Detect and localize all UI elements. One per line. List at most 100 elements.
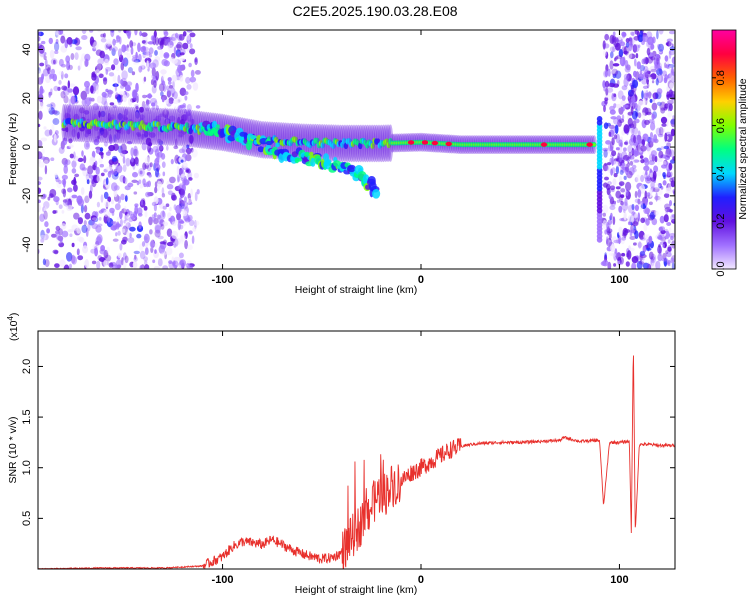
noise-speck: [90, 215, 97, 221]
noise-speck: [54, 263, 60, 268]
noise-speck: [85, 175, 90, 180]
noise-speck: [138, 65, 143, 73]
noise-speck: [78, 237, 85, 243]
noise-speck: [63, 164, 68, 174]
noise-speck: [612, 73, 617, 79]
noise-speck: [620, 188, 626, 193]
noise-speck: [190, 69, 195, 78]
noise-speck: [633, 242, 637, 246]
noise-speck: [103, 141, 109, 147]
noise-speck: [116, 216, 120, 221]
noise-speck: [50, 157, 55, 161]
noise-speck: [77, 157, 84, 162]
noise-speck: [646, 40, 649, 47]
noise-speck: [96, 95, 103, 104]
noise-speck: [71, 242, 75, 248]
noise-speck: [622, 227, 628, 236]
noise-speck: [106, 246, 110, 253]
snr-frame: [37, 330, 676, 570]
noise-speck: [144, 247, 149, 255]
noise-speck: [629, 160, 634, 166]
noise-speck: [98, 110, 101, 118]
noise-speck: [112, 74, 117, 83]
noise-speck: [132, 171, 138, 178]
noise-speck: [633, 44, 640, 53]
noise-speck: [115, 264, 118, 269]
noise-speck: [154, 224, 161, 233]
noise-speck: [115, 166, 119, 170]
noise-speck: [38, 36, 41, 42]
noise-speck: [66, 60, 71, 71]
noise-speck: [184, 196, 187, 203]
noise-speck: [671, 68, 674, 76]
noise-speck: [96, 174, 102, 183]
noise-speck: [611, 236, 617, 242]
noise-speck: [115, 131, 121, 140]
noise-speck: [68, 64, 73, 70]
noise-speck: [142, 178, 146, 186]
noise-speck: [668, 49, 672, 59]
noise-speck: [83, 110, 90, 115]
noise-speck: [163, 106, 168, 115]
noise-speck: [82, 245, 89, 254]
noise-speck: [172, 99, 179, 104]
noise-speck: [187, 197, 192, 204]
noise-speck: [622, 154, 630, 161]
noise-speck: [194, 191, 198, 202]
noise-speck: [604, 229, 608, 235]
noise-speck: [621, 130, 625, 136]
noise-speck: [625, 38, 630, 43]
noise-speck: [661, 257, 669, 262]
noise-speck: [155, 162, 159, 168]
noise-speck: [637, 241, 642, 249]
noise-speck: [53, 85, 59, 92]
noise-speck: [664, 203, 671, 210]
noise-speck: [628, 151, 632, 159]
noise-speck: [633, 35, 640, 41]
noise-speck: [99, 147, 104, 153]
noise-speck: [38, 91, 42, 101]
noise-speck: [94, 247, 98, 257]
noise-speck: [88, 97, 92, 102]
noise-speck: [38, 187, 42, 194]
noise-speck: [609, 46, 616, 53]
noise-speck: [619, 218, 625, 222]
noise-speck: [166, 88, 172, 96]
noise-speck: [161, 80, 166, 86]
noise-speck: [610, 212, 613, 220]
noise-speck: [112, 104, 117, 109]
noise-speck: [130, 156, 134, 163]
noise-speck: [622, 190, 626, 195]
spectrogram-noise: [38, 30, 675, 269]
noise-speck: [662, 172, 666, 178]
noise-speck: [123, 177, 128, 185]
noise-speck: [83, 260, 88, 266]
noise-speck: [143, 256, 149, 262]
noise-speck: [130, 147, 134, 157]
noise-speck: [40, 137, 48, 142]
noise-speck: [100, 131, 106, 137]
noise-speck: [60, 223, 67, 230]
noise-speck: [81, 98, 87, 106]
noise-speck: [646, 47, 651, 56]
noise-speck: [140, 133, 145, 140]
noise-speck: [623, 77, 629, 87]
noise-speck: [151, 102, 156, 107]
noise-speck: [182, 210, 188, 217]
noise-speck: [603, 86, 607, 92]
noise-speck: [127, 237, 135, 244]
noise-speck: [648, 201, 653, 206]
noise-speck: [107, 216, 111, 223]
noise-speck: [662, 243, 665, 248]
noise-speck: [633, 159, 640, 163]
noise-speck: [664, 206, 671, 213]
noise-speck: [665, 250, 669, 255]
noise-speck: [623, 50, 628, 55]
noise-speck: [602, 163, 608, 172]
noise-speck: [71, 160, 77, 169]
noise-speck: [671, 218, 675, 224]
noise-speck: [621, 95, 626, 101]
hot-spot: [421, 140, 429, 145]
noise-speck: [643, 89, 649, 94]
noise-speck: [90, 85, 94, 94]
